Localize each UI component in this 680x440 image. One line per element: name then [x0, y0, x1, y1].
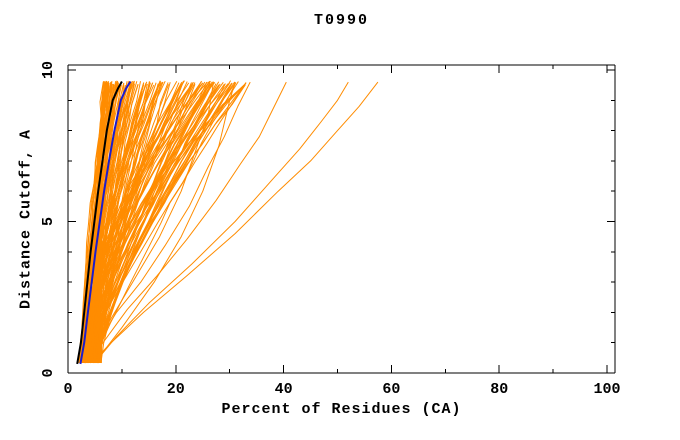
model-curve — [91, 84, 126, 364]
model-curve — [86, 81, 251, 363]
x-tick-label: 20 — [167, 381, 185, 398]
model-curve — [76, 81, 123, 365]
x-tick-label: 60 — [382, 381, 400, 398]
y-tick-label: 5 — [40, 217, 57, 226]
model-curve — [93, 80, 185, 364]
model-curve — [79, 80, 132, 365]
model-curve — [94, 84, 139, 364]
model-curve — [89, 81, 287, 363]
x-tick-label: 80 — [490, 381, 508, 398]
model-curve — [86, 82, 214, 363]
y-tick-label: 10 — [40, 61, 57, 79]
model-curve — [89, 80, 211, 364]
x-axis-label: Percent of Residues (CA) — [221, 401, 462, 418]
model-curve — [85, 84, 231, 364]
model-curve — [87, 83, 246, 364]
x-tick-label: 100 — [593, 381, 620, 398]
model-curve — [91, 81, 379, 363]
model-curve — [80, 82, 108, 364]
model-curve — [100, 81, 163, 364]
model-curve — [89, 81, 112, 364]
y-axis-label: Distance Cutoff, A — [17, 128, 35, 310]
x-tick-label: 40 — [275, 381, 293, 398]
y-tick-label: 0 — [40, 368, 57, 377]
model-curve — [94, 81, 236, 363]
model-curve — [100, 83, 147, 364]
model-curve — [94, 81, 349, 363]
x-tick-label: 0 — [63, 381, 72, 398]
chart-title: T0990 — [313, 12, 369, 29]
